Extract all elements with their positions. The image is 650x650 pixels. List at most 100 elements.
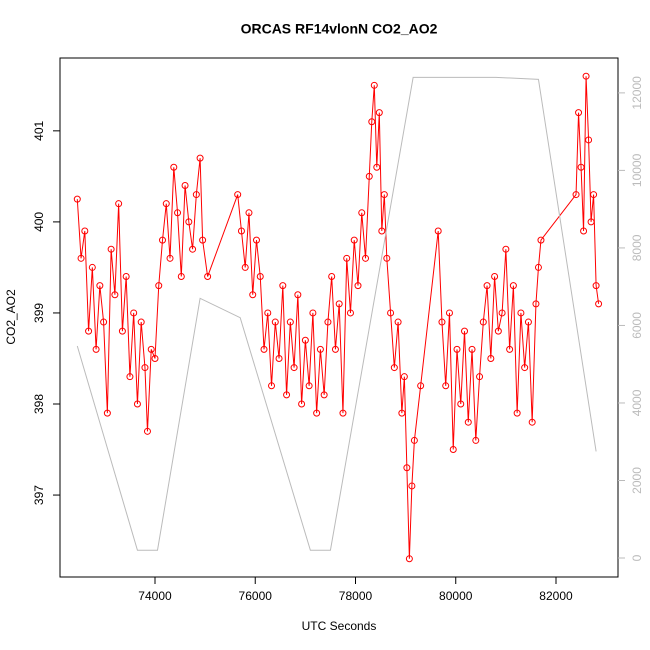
point (580, 227, 588, 235)
y2-tick-label: 2000 (630, 467, 644, 494)
x-tick-label: 78000 (339, 589, 373, 603)
point (362, 254, 370, 262)
point (592, 282, 600, 290)
point (143, 427, 151, 435)
point (155, 282, 163, 290)
chart-title: ORCAS RF14vlonN CO2_AO2 (241, 21, 438, 37)
y2-tick-label: 4000 (630, 389, 644, 416)
point (162, 200, 170, 208)
x-tick-label: 82000 (539, 589, 573, 603)
point (107, 245, 115, 253)
point (192, 191, 200, 199)
point (73, 195, 81, 203)
point (479, 318, 487, 326)
point (122, 273, 130, 281)
point (483, 282, 491, 290)
point (343, 254, 351, 262)
point (358, 209, 366, 217)
point (350, 236, 358, 244)
point (368, 118, 376, 126)
point (405, 555, 413, 563)
point (383, 254, 391, 262)
point (77, 254, 85, 262)
y-tick-label: 397 (32, 485, 46, 505)
point (151, 354, 159, 362)
point (88, 263, 96, 271)
x-tick-label: 80000 (439, 589, 473, 603)
point (96, 282, 104, 290)
point (256, 273, 264, 281)
point (130, 309, 138, 317)
point (103, 409, 111, 417)
point (410, 436, 418, 444)
point (189, 245, 197, 253)
point (457, 400, 465, 408)
point (92, 345, 100, 353)
point (252, 236, 260, 244)
point (577, 163, 585, 171)
point (572, 191, 580, 199)
point (324, 318, 332, 326)
point (137, 318, 145, 326)
point (403, 464, 411, 472)
y-tick-label: 399 (32, 303, 46, 323)
point (346, 309, 354, 317)
point (275, 354, 283, 362)
point (472, 436, 480, 444)
y-tick-label: 398 (32, 394, 46, 414)
point (380, 191, 388, 199)
point (313, 409, 321, 417)
x-axis-label: UTC Seconds (302, 619, 377, 633)
point (378, 227, 386, 235)
point (491, 273, 499, 281)
point (170, 163, 178, 171)
point (286, 318, 294, 326)
point (260, 345, 268, 353)
point (534, 263, 542, 271)
point (498, 309, 506, 317)
point (118, 327, 126, 335)
point (309, 309, 317, 317)
point (316, 345, 324, 353)
point (509, 282, 517, 290)
point (449, 446, 457, 454)
point (354, 282, 362, 290)
point (595, 300, 603, 308)
point (339, 409, 347, 417)
point (390, 364, 398, 372)
point (241, 263, 249, 271)
point (335, 300, 343, 308)
point (434, 227, 442, 235)
point (204, 273, 212, 281)
point (365, 172, 373, 180)
point (249, 291, 257, 299)
point (445, 309, 453, 317)
y-tick-label: 400 (32, 212, 46, 232)
point (301, 336, 309, 344)
point (521, 364, 529, 372)
point (461, 327, 469, 335)
point (528, 418, 536, 426)
point (81, 227, 89, 235)
point (290, 364, 298, 372)
point (279, 282, 287, 290)
point (328, 273, 336, 281)
y-tick-label: 401 (32, 121, 46, 141)
point (199, 236, 207, 244)
point (468, 345, 476, 353)
point (271, 318, 279, 326)
point (524, 318, 532, 326)
point (177, 273, 185, 281)
point (517, 309, 525, 317)
point (400, 373, 408, 381)
point (196, 154, 204, 162)
point (417, 382, 425, 390)
point (394, 318, 402, 326)
point (268, 382, 276, 390)
point (442, 382, 450, 390)
x-tick-label: 74000 (138, 589, 172, 603)
point (398, 409, 406, 417)
point (141, 364, 149, 372)
point (181, 181, 189, 189)
